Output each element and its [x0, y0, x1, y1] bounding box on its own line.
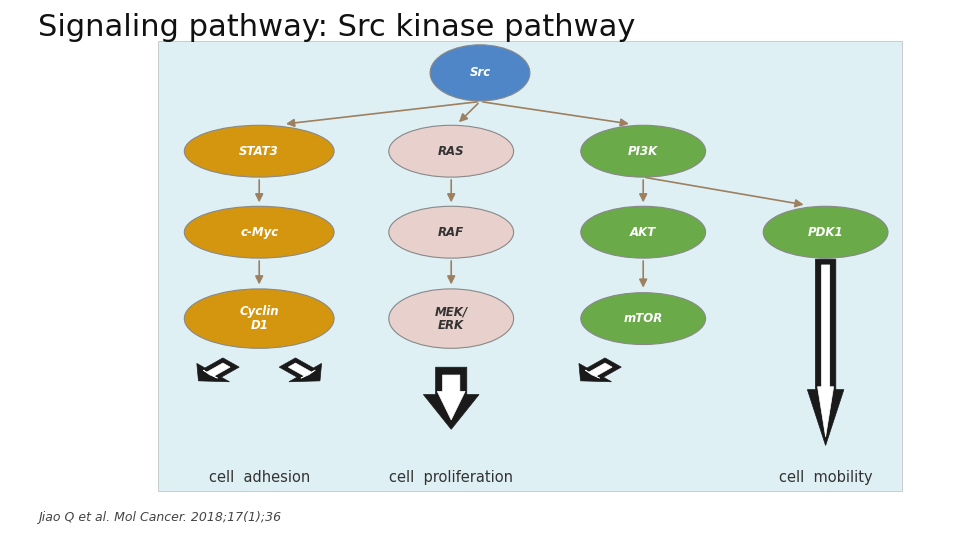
- Polygon shape: [197, 358, 239, 382]
- Polygon shape: [818, 265, 833, 437]
- Text: mTOR: mTOR: [624, 312, 662, 325]
- Ellipse shape: [581, 125, 706, 177]
- Text: PI3K: PI3K: [628, 145, 659, 158]
- Polygon shape: [204, 363, 230, 378]
- Text: cell  proliferation: cell proliferation: [389, 470, 514, 485]
- Polygon shape: [586, 363, 612, 378]
- Text: Jiao Q et al. Mol Cancer. 2018;17(1);36: Jiao Q et al. Mol Cancer. 2018;17(1);36: [38, 511, 281, 524]
- Text: c-Myc: c-Myc: [240, 226, 278, 239]
- Ellipse shape: [763, 206, 888, 258]
- Ellipse shape: [184, 206, 334, 258]
- Text: Signaling pathway: Src kinase pathway: Signaling pathway: Src kinase pathway: [38, 14, 636, 43]
- Ellipse shape: [184, 289, 334, 348]
- Ellipse shape: [581, 206, 706, 258]
- Text: Cyclin
D1: Cyclin D1: [239, 305, 279, 332]
- Polygon shape: [437, 375, 465, 420]
- Polygon shape: [579, 358, 621, 382]
- Ellipse shape: [184, 125, 334, 177]
- Text: STAT3: STAT3: [239, 145, 279, 158]
- Polygon shape: [288, 363, 315, 378]
- Ellipse shape: [389, 125, 514, 177]
- Ellipse shape: [581, 293, 706, 345]
- FancyBboxPatch shape: [158, 40, 902, 491]
- Text: MEK/
ERK: MEK/ ERK: [435, 305, 468, 332]
- Text: Src: Src: [469, 66, 491, 79]
- Text: AKT: AKT: [630, 226, 657, 239]
- Polygon shape: [423, 367, 479, 429]
- Text: PDK1: PDK1: [807, 226, 844, 239]
- Polygon shape: [807, 259, 844, 446]
- Text: RAF: RAF: [438, 226, 465, 239]
- Polygon shape: [279, 358, 322, 382]
- Ellipse shape: [430, 45, 530, 101]
- Text: RAS: RAS: [438, 145, 465, 158]
- Text: cell  adhesion: cell adhesion: [208, 470, 310, 485]
- Text: cell  mobility: cell mobility: [779, 470, 873, 485]
- Ellipse shape: [389, 289, 514, 348]
- Ellipse shape: [389, 206, 514, 258]
